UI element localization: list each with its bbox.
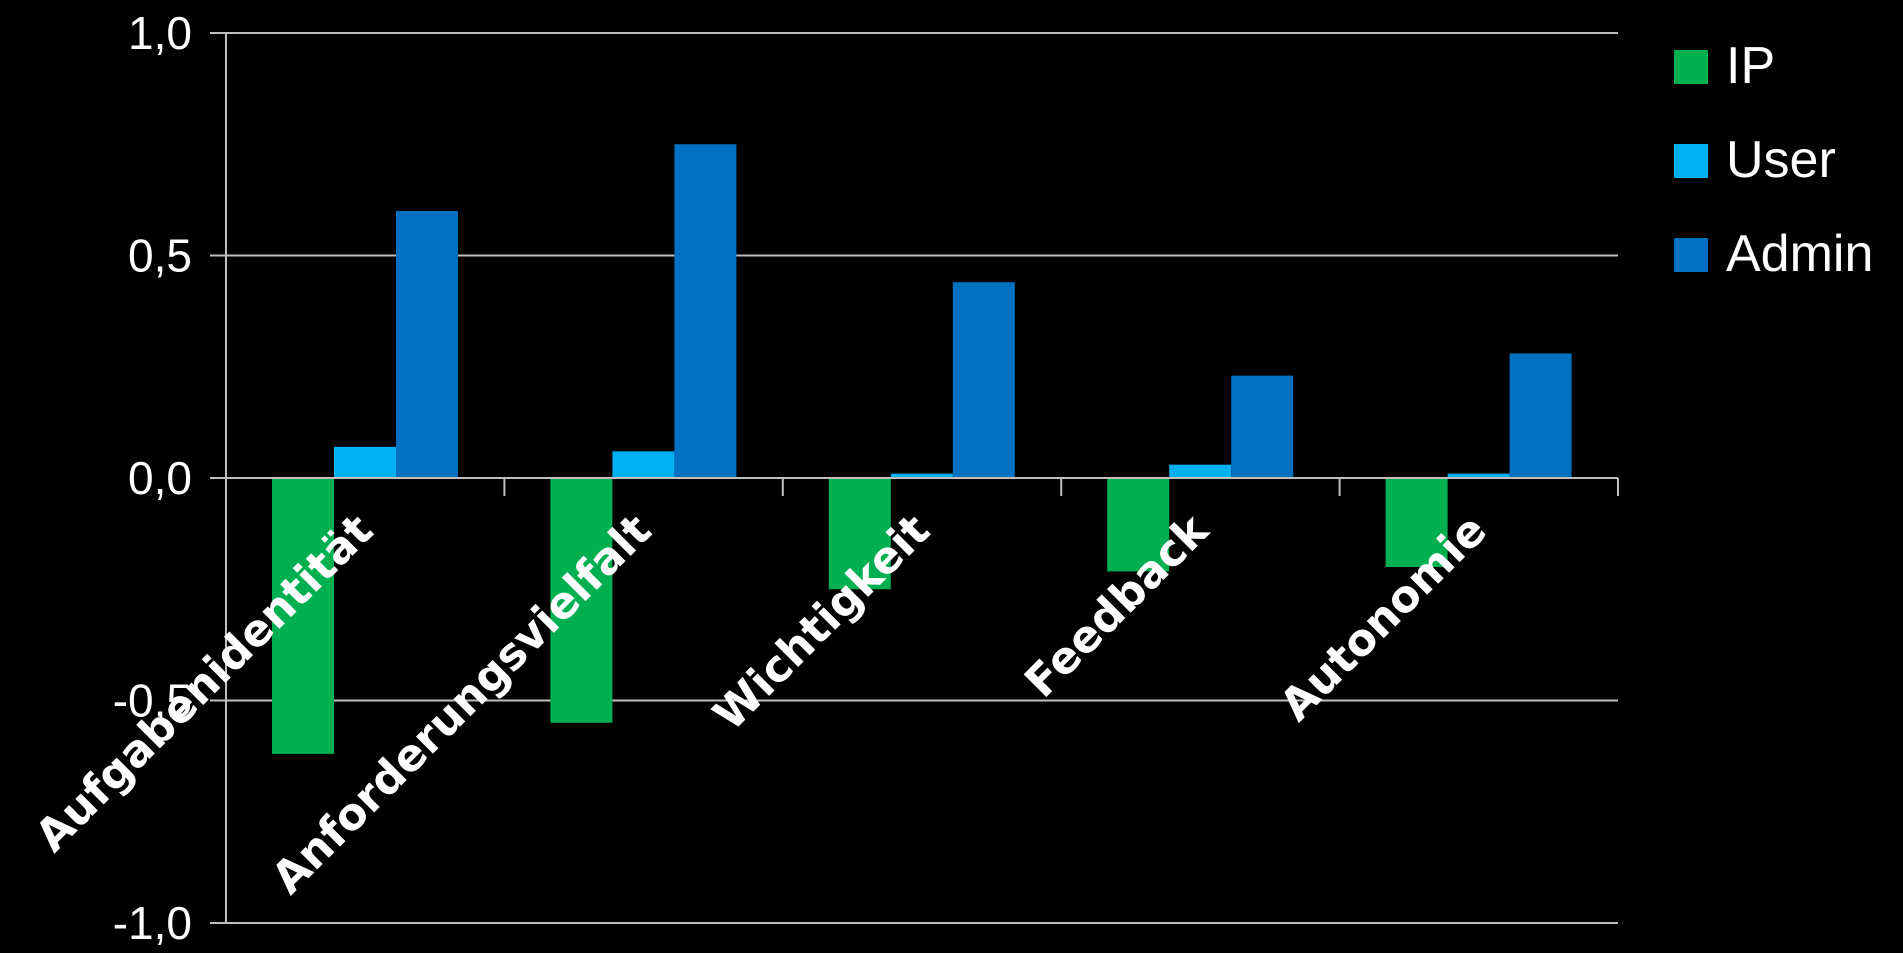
x-tick-label: Wichtigkeit <box>704 505 940 741</box>
legend-label-user: User <box>1726 131 1836 189</box>
bar-user-3 <box>1169 464 1232 478</box>
bar-admin-4 <box>1509 353 1572 478</box>
bars <box>272 144 1572 754</box>
bar-admin-3 <box>1231 375 1294 478</box>
legend: IP User Admin <box>1674 37 1873 283</box>
bar-user-4 <box>1447 473 1510 478</box>
y-tick-label: 1,0 <box>128 7 192 59</box>
axes <box>210 32 1619 924</box>
legend-label-ip: IP <box>1726 37 1775 95</box>
legend-label-admin: Admin <box>1726 225 1873 283</box>
y-tick-label: -0,5 <box>113 675 192 727</box>
bar-admin-2 <box>952 282 1015 478</box>
x-tick-label: Autonomie <box>1270 505 1496 731</box>
y-tick-label: -1,0 <box>113 897 192 949</box>
bar-ip-4 <box>1385 478 1448 567</box>
y-tick-label: 0,5 <box>128 230 192 282</box>
bar-admin-1 <box>674 144 737 478</box>
bar-ip-0 <box>272 478 334 754</box>
y-tick-labels: -1,0 -0,5 0,0 0,5 1,0 <box>113 7 192 949</box>
legend-swatch-admin <box>1674 238 1708 272</box>
bar-ip-1 <box>550 478 613 723</box>
bar-ip-3 <box>1107 478 1170 572</box>
legend-swatch-user <box>1674 144 1708 178</box>
bar-user-2 <box>890 473 953 478</box>
bar-ip-2 <box>828 478 891 590</box>
legend-swatch-ip <box>1674 50 1708 84</box>
bar-user-0 <box>334 446 396 478</box>
bar-user-1 <box>612 451 675 478</box>
bar-admin-0 <box>396 211 458 478</box>
y-tick-label: 0,0 <box>128 452 192 504</box>
